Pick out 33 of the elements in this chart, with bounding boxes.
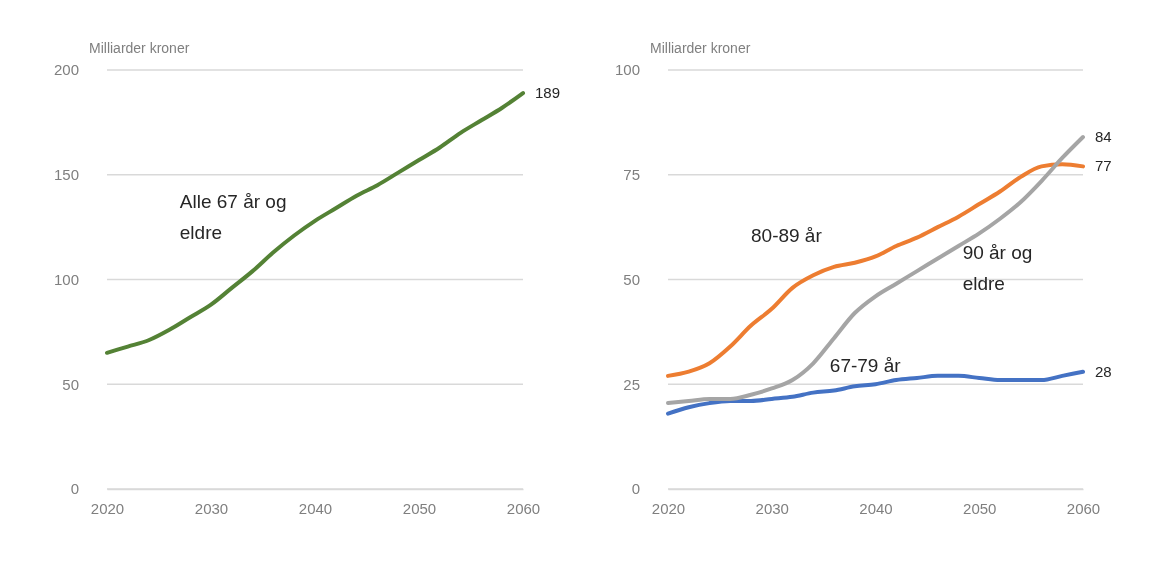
line-series	[105, 91, 525, 355]
data-label: 77	[1095, 157, 1112, 175]
x-tick-label: 2050	[402, 499, 437, 517]
series-label: 67-79 år	[829, 354, 902, 376]
x-tick-label: 2030	[755, 499, 789, 517]
data-label: 189	[535, 84, 561, 102]
data-label: 84	[1095, 128, 1112, 146]
x-tick-label: 2020	[90, 499, 125, 517]
y-tick-label: 50	[62, 375, 79, 393]
x-tick-label: 2050	[963, 499, 997, 517]
y-tick-label: 0	[70, 480, 79, 498]
series-label: Alle 67 år og eldre	[179, 191, 287, 244]
x-tick-label: 2020	[651, 499, 686, 517]
x-tick-label: 2060	[506, 499, 541, 517]
y-tick-label: 0	[631, 480, 640, 498]
series-label: 90 år og eldre	[962, 241, 1033, 294]
x-tick-label: 2040	[859, 499, 893, 517]
y-tick-label: 50	[623, 270, 640, 288]
y-tick-label: 100	[614, 61, 640, 79]
y-axis-title: Milliarder kroner	[650, 40, 751, 56]
y-tick-label: 25	[623, 375, 640, 393]
data-label: 28	[1095, 362, 1112, 380]
series-label: 80-89 år	[751, 224, 823, 246]
x-tick-label: 2030	[194, 499, 229, 517]
y-tick-label: 75	[623, 166, 640, 184]
y-tick-label: 100	[53, 270, 79, 288]
y-axis-title: Milliarder kroner	[89, 40, 190, 56]
x-tick-label: 2040	[298, 499, 333, 517]
line-series	[666, 135, 1085, 406]
y-tick-label: 200	[53, 61, 79, 79]
y-tick-label: 150	[53, 166, 79, 184]
x-tick-label: 2060	[1066, 499, 1101, 517]
line-series	[666, 162, 1085, 378]
